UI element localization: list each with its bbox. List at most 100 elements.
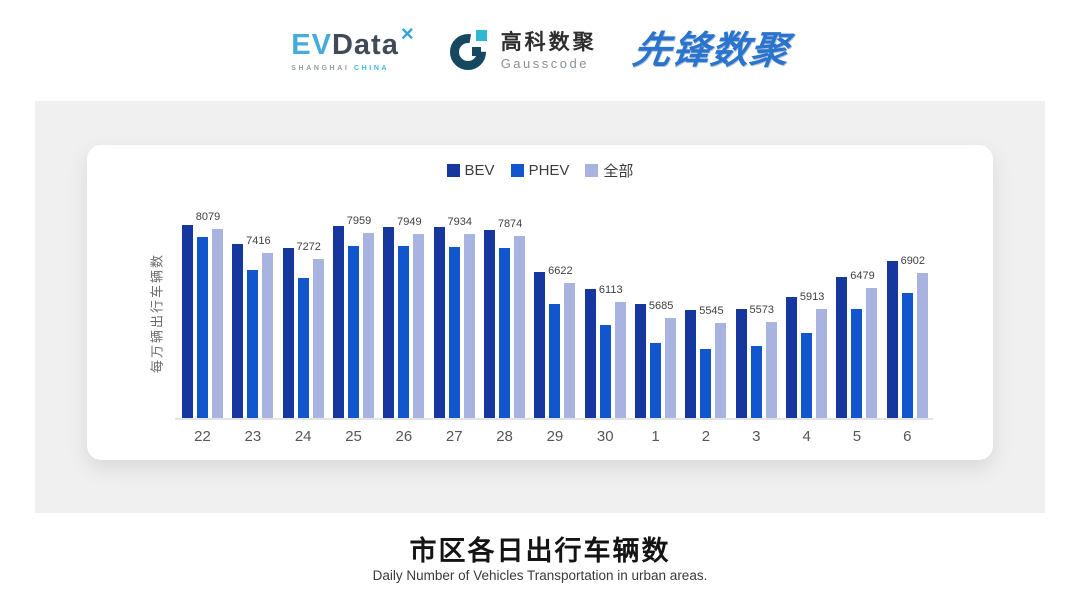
bar-value-label: 7934 <box>447 216 472 229</box>
legend-swatch-icon <box>585 164 599 177</box>
x-axis-tick-label: 1 <box>651 428 660 445</box>
chart-plot: 8079 22 7416 23 7272 24 7959 25 7949 26 7934 27 7874… <box>182 210 928 445</box>
chart-legend: BEV PHEV 全部 <box>87 160 993 181</box>
gausscode-cn-name: 高科数聚 <box>500 31 597 55</box>
x-axis-tick-label: 26 <box>395 428 413 445</box>
x-axis-tick-label: 28 <box>496 428 513 445</box>
figure-title: 市区各日出行车辆数 <box>409 536 671 566</box>
evdata-x-mark-icon: × <box>400 20 414 46</box>
x-axis-tick-label: 2 <box>701 428 711 445</box>
bar-group: 7874 28 <box>484 213 526 445</box>
bar-group: 6902 6 <box>886 213 928 445</box>
bar-group: 5685 1 <box>635 213 677 445</box>
bar-phev <box>549 303 561 418</box>
gausscode-en-name: Gausscode <box>500 55 589 71</box>
bar-value-label: 8079 <box>195 210 221 223</box>
bar-phev <box>650 342 662 418</box>
bar-bev <box>735 308 747 418</box>
chart-card: BEV PHEV 全部 每万辆出行车辆数 8079 22 7416 23 7272 24 795… <box>87 145 993 460</box>
legend-swatch-icon <box>446 164 460 177</box>
bar-phev <box>700 349 712 418</box>
bar-phev <box>851 309 863 418</box>
bar-value-label: 7874 <box>497 218 523 231</box>
x-axis-tick-label: 23 <box>244 428 262 445</box>
bar-value-label: 7959 <box>346 215 372 228</box>
bar-bev <box>786 297 798 418</box>
bar-all <box>262 253 274 418</box>
bar-value-label: 5913 <box>799 291 825 304</box>
evdata-data-text: Data <box>331 28 399 61</box>
bar-value-label: 5573 <box>749 304 775 317</box>
x-axis-tick-label: 24 <box>294 428 312 445</box>
bar-bev <box>635 304 647 418</box>
bar-group: 5913 4 <box>786 213 828 445</box>
bar-bev <box>333 226 345 418</box>
pioneer-wordmark: 先锋数聚 <box>629 30 792 72</box>
bar-bev <box>282 248 294 418</box>
bar-all <box>413 233 425 418</box>
bar-all <box>312 258 324 418</box>
bar-bev <box>383 227 395 418</box>
gausscode-g-mark-icon <box>449 27 492 76</box>
evdata-ev-text: EV <box>291 28 332 61</box>
bar-value-label: 7949 <box>397 215 422 228</box>
x-axis-tick-label: 25 <box>345 428 362 445</box>
bar-phev <box>599 324 611 418</box>
bar-group: 8079 22 <box>182 210 223 445</box>
bar-phev <box>297 277 309 418</box>
bar-bev <box>484 229 496 418</box>
bar-value-label: 6622 <box>548 265 573 277</box>
bar-value-label: 6113 <box>598 284 623 296</box>
gray-panel: BEV PHEV 全部 每万辆出行车辆数 8079 22 7416 23 7272 24 795… <box>35 101 1045 513</box>
bar-value-label: 7272 <box>296 240 321 253</box>
bar-bev <box>182 224 193 418</box>
bar-value-label: 7416 <box>246 235 271 248</box>
evdata-wordmark: EV Data × <box>291 22 413 61</box>
bar-all <box>665 317 677 418</box>
x-axis-tick-label: 29 <box>546 428 564 445</box>
bar-all <box>463 234 475 418</box>
bar-phev <box>448 246 460 418</box>
x-axis-tick-label: 5 <box>852 428 862 445</box>
bar-phev <box>901 293 913 418</box>
y-axis-label: 每万辆出行车辆数 <box>149 252 165 374</box>
bar-all <box>614 302 626 418</box>
header-logos: EV Data × SHANGHAI CHINA 高科数聚 Gausscode <box>0 16 1080 86</box>
bar-phev <box>398 246 410 418</box>
bar-group: 7934 27 <box>433 213 475 445</box>
legend-item-bev[interactable]: BEV <box>446 162 495 179</box>
bar-all <box>514 236 526 418</box>
x-axis-tick-label: 27 <box>445 428 463 445</box>
bar-all <box>715 323 727 418</box>
x-axis-tick-label: 30 <box>596 428 614 445</box>
x-axis-tick-label: 6 <box>903 428 912 445</box>
bar-value-label: 5685 <box>648 299 674 312</box>
bar-all <box>212 228 223 418</box>
x-axis-line <box>175 418 933 420</box>
bar-value-label: 6902 <box>900 254 926 267</box>
bar-value-label: 6479 <box>850 270 875 283</box>
bar-all <box>765 322 777 418</box>
bar-bev <box>534 272 546 418</box>
bar-bev <box>685 310 697 418</box>
bar-all <box>564 283 576 418</box>
legend-item-phev[interactable]: PHEV <box>510 162 570 179</box>
bar-phev <box>197 237 208 418</box>
legend-item-all[interactable]: 全部 <box>585 160 633 181</box>
bar-group: 6113 30 <box>584 213 626 445</box>
legend-swatch-icon <box>510 164 524 177</box>
bar-bev <box>433 227 445 418</box>
gausscode-text: 高科数聚 Gausscode <box>501 31 597 70</box>
evdata-logo: EV Data × SHANGHAI CHINA <box>291 22 413 72</box>
bar-group: 7416 23 <box>232 213 274 445</box>
evdata-subtext: SHANGHAI CHINA <box>291 65 389 72</box>
x-axis-tick-label: 4 <box>802 428 811 445</box>
gausscode-logo: 高科数聚 Gausscode <box>449 27 597 76</box>
x-axis-tick-label: 22 <box>194 428 211 445</box>
legend-label: PHEV <box>528 162 570 179</box>
bar-all <box>916 272 928 418</box>
bar-all <box>866 288 878 418</box>
x-axis-tick-label: 3 <box>752 428 761 445</box>
bar-all <box>816 309 828 418</box>
